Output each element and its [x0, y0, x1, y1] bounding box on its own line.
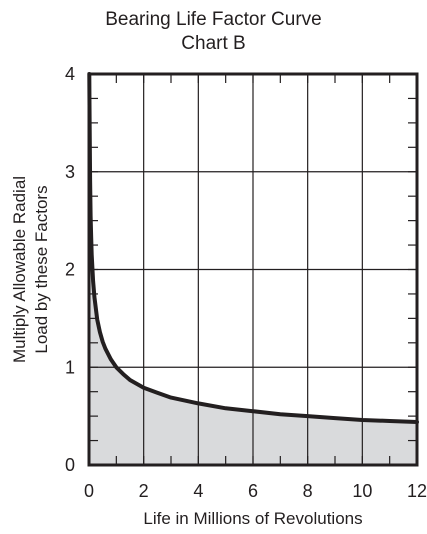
y-tick-label: 4	[65, 64, 75, 84]
x-tick-label: 12	[407, 481, 427, 501]
x-tick-label: 2	[139, 481, 149, 501]
chart-subtitle: Chart B	[181, 33, 246, 54]
y-tick-label: 3	[65, 162, 75, 182]
y-tick-label: 1	[65, 357, 75, 377]
x-tick-label: 6	[248, 481, 258, 501]
x-tick-label: 8	[303, 481, 313, 501]
y-tick-label: 2	[65, 260, 75, 280]
x-tick-label: 0	[84, 481, 94, 501]
x-tick-label: 4	[193, 481, 203, 501]
area-fill	[89, 74, 417, 465]
chart-title: Bearing Life Factor Curve	[105, 9, 322, 30]
x-axis-label: Life in Millions of Revolutions	[143, 509, 362, 528]
y-tick-label: 0	[65, 455, 75, 475]
series-line	[87, 72, 419, 424]
y-axis-label: Multiply Allowable Radial	[10, 176, 29, 363]
plot-frame	[87, 72, 419, 467]
x-tick-label: 10	[352, 481, 372, 501]
y-axis-label: Load by these Factors	[32, 185, 51, 353]
